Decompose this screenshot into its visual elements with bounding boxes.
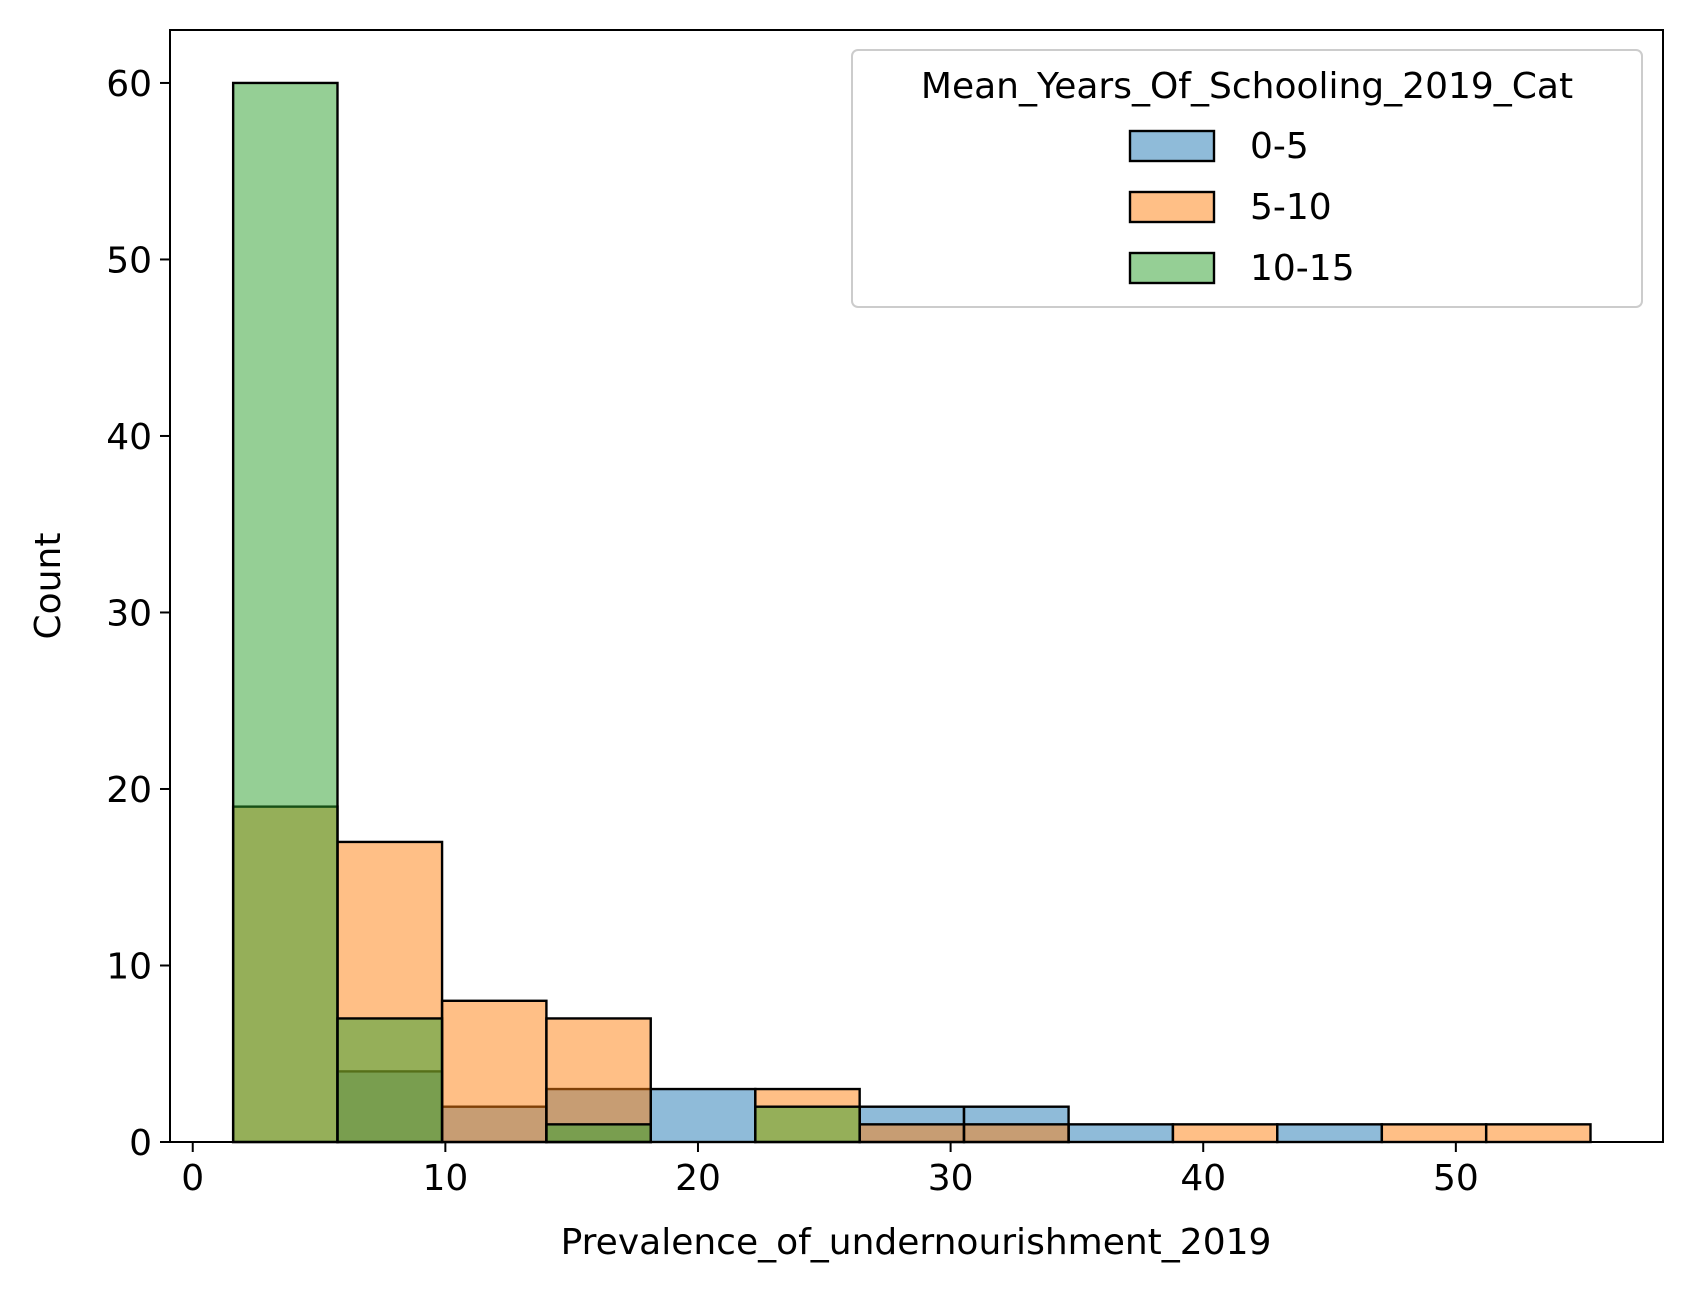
y-tick-label: 30 xyxy=(106,593,152,634)
x-tick-label: 10 xyxy=(422,1158,468,1199)
bar-0-5-bin-4 xyxy=(649,1087,757,1144)
legend-swatch-5-10 xyxy=(1128,190,1216,224)
bar-5-10-bin-2 xyxy=(440,999,548,1144)
bar-5-10-bin-9 xyxy=(1171,1123,1279,1144)
legend-swatch-10-15 xyxy=(1128,251,1216,285)
bar-5-10-bin-7 xyxy=(962,1123,1070,1144)
legend-swatch-0-5 xyxy=(1128,129,1216,163)
x-tick-label: 0 xyxy=(181,1158,204,1199)
legend-items: 0-5 5-10 10-15 xyxy=(1128,126,1355,289)
bar-0-5-bin-10 xyxy=(1276,1123,1384,1144)
y-tick-label: 60 xyxy=(106,64,152,105)
legend-frame xyxy=(851,49,1643,308)
bar-5-10-bin-11 xyxy=(1380,1123,1488,1144)
y-tick-label: 40 xyxy=(106,417,152,458)
series-10-15 xyxy=(231,81,861,1144)
bar-5-10-bin-3 xyxy=(545,1017,652,1144)
x-tick-label: 50 xyxy=(1433,1158,1479,1199)
x-tick-label: 30 xyxy=(928,1158,974,1199)
x-axis-label: Prevalence_of_undernourishment_2019 xyxy=(561,1222,1272,1263)
bar-10-15-bin-0 xyxy=(231,81,339,1144)
bar-10-15-bin-5 xyxy=(754,1105,861,1144)
x-tick-label: 40 xyxy=(1180,1158,1226,1199)
bars-layer xyxy=(231,81,1592,1144)
y-tick-label: 50 xyxy=(106,240,152,281)
x-tick-label: 20 xyxy=(675,1158,721,1199)
y-tick-label: 10 xyxy=(106,946,152,987)
x-axis: 0 10 20 30 40 50 xyxy=(181,1142,1479,1199)
legend-label-5-10: 5-10 xyxy=(1250,187,1332,228)
legend-title: Mean_Years_Of_Schooling_2019_Cat xyxy=(921,66,1573,107)
plot-frame xyxy=(169,29,1664,1143)
y-axis: 0 10 20 30 40 50 60 xyxy=(106,64,170,1164)
bar-10-15-bin-3 xyxy=(545,1123,652,1144)
legend-label-0-5: 0-5 xyxy=(1250,126,1309,167)
legend-label-10-15: 10-15 xyxy=(1250,248,1355,289)
bar-5-10-bin-12 xyxy=(1484,1123,1592,1144)
bar-5-10-bin-6 xyxy=(858,1123,966,1144)
y-tick-label: 20 xyxy=(106,770,152,811)
y-axis-label: Count xyxy=(28,533,69,640)
legend: Mean_Years_Of_Schooling_2019_Cat 0-5 5-10… xyxy=(851,49,1643,308)
y-tick-label: 0 xyxy=(129,1123,152,1164)
bar-10-15-bin-1 xyxy=(336,1017,444,1144)
bar-0-5-bin-8 xyxy=(1067,1123,1175,1144)
